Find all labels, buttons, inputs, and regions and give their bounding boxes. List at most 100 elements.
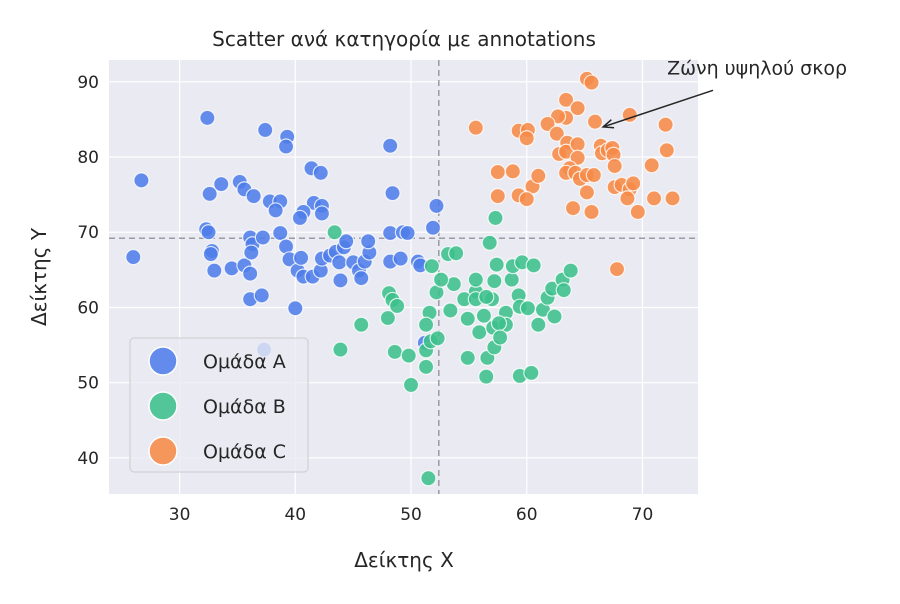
data-point-b (475, 307, 493, 324)
y-tick-label: 50 (77, 374, 99, 394)
data-point-c (530, 167, 547, 184)
data-point-c (608, 261, 626, 278)
data-point-a (257, 121, 274, 139)
data-point-a (242, 265, 259, 282)
data-point-a (399, 224, 416, 242)
data-point-c (504, 163, 521, 180)
x-tick-label: 60 (516, 505, 538, 525)
data-point-a (243, 244, 260, 261)
data-point-c (569, 100, 586, 117)
data-point-c (518, 191, 535, 208)
y-tick-label: 80 (77, 148, 99, 168)
x-tick-label: 30 (169, 505, 191, 525)
annotation-text: Ζώνη υψηλού σκορ (667, 57, 847, 79)
data-point-a (392, 250, 409, 267)
annotation-arrowhead (601, 119, 615, 129)
data-point-c (645, 190, 663, 207)
x-tick-label: 40 (284, 505, 306, 525)
data-point-c (467, 119, 484, 136)
data-point-b (417, 358, 435, 375)
data-point-c (583, 203, 600, 221)
data-point-b (530, 316, 547, 333)
data-point-b (487, 209, 504, 227)
legend-label: Ομάδα C (203, 441, 286, 463)
legend-label: Ομάδα A (203, 351, 286, 373)
data-point-a (125, 248, 142, 266)
data-point-b (481, 234, 498, 251)
data-point-a (338, 233, 355, 250)
legend-marker (148, 391, 178, 421)
data-point-a (384, 185, 401, 202)
data-point-a (202, 245, 219, 263)
data-point-b (420, 470, 437, 487)
data-point-b (423, 257, 440, 275)
data-point-c (586, 113, 604, 130)
data-point-a (292, 249, 310, 266)
legend-label: Ομάδα B (203, 396, 286, 418)
data-point-a (201, 185, 218, 202)
data-point-c (489, 163, 506, 181)
data-point-a (331, 254, 348, 271)
data-point-a (287, 300, 304, 317)
data-points (125, 70, 681, 487)
data-point-a (245, 188, 262, 205)
data-point-a (277, 138, 295, 155)
data-point-b (562, 262, 579, 279)
data-point-a (133, 172, 150, 189)
data-point-b (519, 300, 536, 317)
data-point-b (353, 316, 370, 333)
data-point-a (313, 205, 331, 222)
data-point-b (478, 288, 495, 306)
x-axis-label: Δείκτης X (354, 548, 454, 572)
data-point-b (525, 257, 542, 274)
data-point-a (254, 229, 272, 246)
annotation-arrow (602, 89, 714, 128)
y-tick-label: 70 (77, 223, 99, 243)
data-point-c (548, 125, 565, 142)
data-point-b (459, 310, 476, 327)
data-point-b (332, 341, 349, 358)
data-point-b (503, 271, 520, 288)
data-point-c (658, 142, 675, 159)
data-point-c (629, 203, 646, 221)
data-point-c (606, 157, 623, 175)
data-point-b (467, 271, 484, 288)
data-point-a (332, 272, 349, 289)
data-point-b (546, 308, 563, 325)
data-point-a (199, 109, 216, 127)
legend-box (129, 337, 309, 473)
x-tick-labels: 30 40 50 60 70 (169, 505, 654, 525)
data-point-c (585, 166, 602, 184)
data-point-c (657, 116, 674, 133)
data-point-b (555, 282, 572, 299)
data-point-a (382, 137, 399, 154)
data-point-c (539, 115, 556, 133)
data-point-b (389, 297, 406, 315)
data-point-b (523, 364, 540, 382)
data-point-b (478, 368, 495, 385)
data-point-c (564, 200, 582, 217)
data-point-c (625, 175, 642, 192)
chart-title: Scatter ανά κατηγορία με annotations (212, 27, 596, 51)
data-point-c (557, 91, 575, 108)
data-point-a (360, 233, 377, 250)
x-tick-label: 50 (400, 505, 422, 525)
data-point-b (429, 330, 446, 347)
y-axis-label: Δείκτης Υ (27, 227, 51, 326)
data-point-b (486, 273, 503, 290)
legend: Ομάδα A Ομάδα B Ομάδα C (129, 337, 309, 473)
data-point-b (442, 302, 459, 319)
data-point-c (664, 190, 681, 207)
data-point-c (518, 130, 535, 147)
y-tick-label: 40 (77, 449, 99, 469)
data-point-b (490, 315, 508, 332)
data-point-b (400, 347, 417, 364)
data-point-b (379, 309, 396, 327)
legend-marker (148, 346, 178, 376)
data-point-a (267, 202, 284, 219)
data-point-a (291, 209, 309, 227)
data-point-a (424, 219, 442, 236)
data-point-a (206, 262, 223, 279)
y-tick-labels: 40 50 60 70 80 90 (77, 73, 99, 469)
